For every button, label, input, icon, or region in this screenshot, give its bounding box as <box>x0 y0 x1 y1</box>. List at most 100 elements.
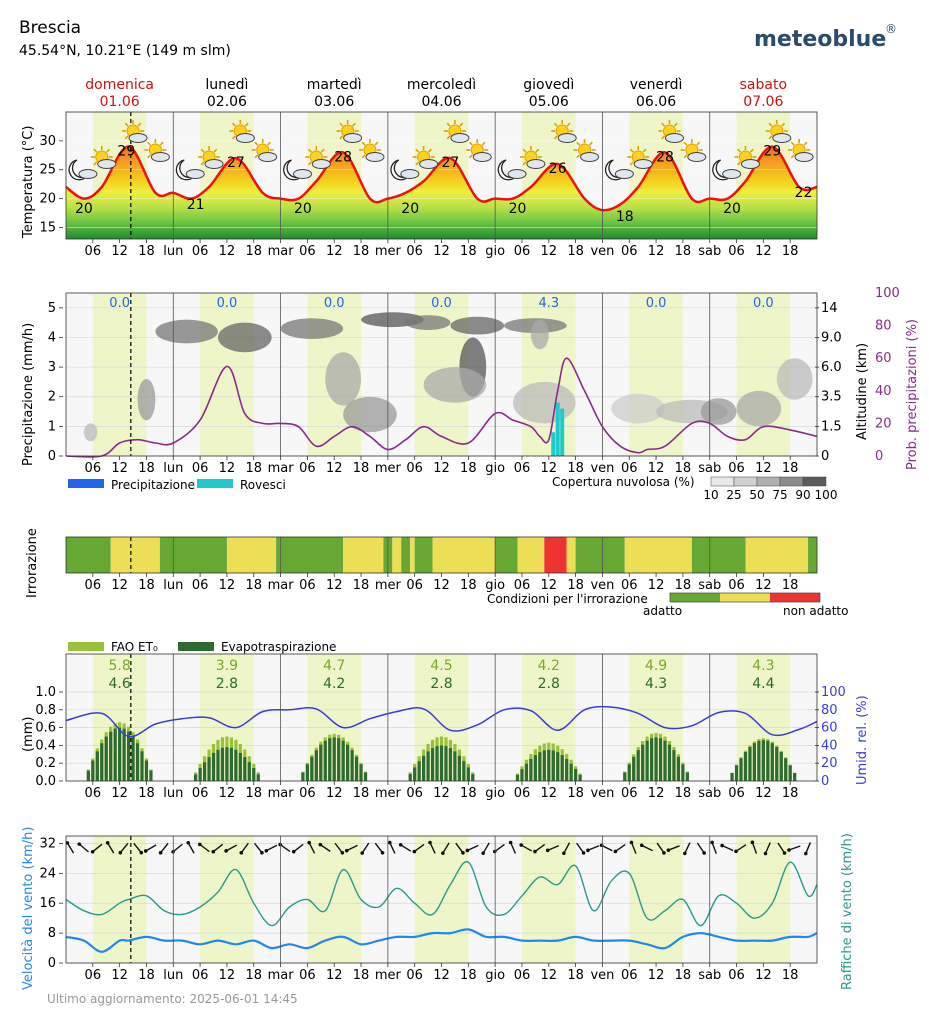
wind-direction-arrowhead <box>344 848 349 853</box>
precip-prob-tick-label: 0 <box>875 449 883 464</box>
sun-ray <box>468 141 473 146</box>
x-tick-label: 12 <box>541 578 558 593</box>
daylight-band <box>629 293 683 456</box>
x-tick-label: 18 <box>782 786 799 801</box>
x-tick-label: 06 <box>621 786 638 801</box>
day-name: mercoledì <box>407 77 476 93</box>
sun-ray <box>147 141 152 146</box>
x-tick-label: ven <box>590 244 614 259</box>
wind-direction-arrowhead <box>380 850 385 855</box>
wind-direction-arrow <box>805 842 811 854</box>
sun-cloud-icon <box>358 139 385 162</box>
moon-cloud <box>78 169 98 179</box>
x-tick-label: 18 <box>245 786 262 801</box>
wind-direction-arrowhead <box>662 851 666 855</box>
x-tick-label: 18 <box>782 461 799 476</box>
sun-ray <box>137 122 142 127</box>
sun-cloud-icon <box>229 120 255 143</box>
evapo-bar <box>529 758 533 781</box>
cloud-cover-patch <box>776 358 813 400</box>
x-tick-label: 18 <box>782 968 799 983</box>
evapotranspiration-panel: 5.8 4.6 3.9 2.8 4.7 4.2 4.5 2.8 4.2 2.8 4.9 4.3 4.3 4… <box>35 653 846 801</box>
wind-direction-arrowhead <box>264 848 269 853</box>
small-cloud <box>450 133 470 143</box>
wind-speed-axis-label: Velocità del vento (km/h) <box>21 827 36 990</box>
x-tick-label: 12 <box>219 244 236 259</box>
x-tick-label: 12 <box>111 968 128 983</box>
x-tick-label: 12 <box>326 578 343 593</box>
moon-cloud <box>185 169 205 179</box>
x-tick-label: 12 <box>755 578 772 593</box>
cloud-cover-patch <box>83 423 98 442</box>
irrigation-segment-good <box>414 537 433 573</box>
evapo-bar <box>95 751 99 781</box>
evapo-bar <box>194 774 198 781</box>
sun-ray <box>339 135 344 140</box>
wind-direction-arrowhead <box>461 851 465 855</box>
wind-direction-arrow <box>265 844 278 852</box>
small-cloud <box>204 159 224 169</box>
sun-ray <box>320 148 325 153</box>
irrigation-segment-medium <box>566 537 576 573</box>
x-tick-label: 12 <box>755 244 772 259</box>
sun-ray <box>124 135 129 140</box>
evapo-bar <box>788 765 792 781</box>
evapo-bar <box>448 748 453 781</box>
evapo-bar <box>641 744 645 781</box>
x-tick-label: 18 <box>353 786 370 801</box>
sun-ray <box>254 154 259 159</box>
wind-direction-arrowhead <box>710 840 714 845</box>
wind-y-tick-label: 0 <box>48 956 56 971</box>
x-tick-label: 18 <box>567 786 584 801</box>
sun-ray <box>661 135 666 140</box>
x-tick-label: 18 <box>675 578 692 593</box>
evapo-bar <box>547 749 551 781</box>
irrigation-segment-good <box>575 537 625 573</box>
evapo-bar <box>632 756 636 781</box>
wind-direction-arrow <box>78 843 89 853</box>
sun-cloud-icon <box>305 146 331 169</box>
x-tick-label: 06 <box>728 786 745 801</box>
evapo-bar <box>757 740 761 781</box>
evapo-bar <box>328 738 332 781</box>
evapo-bar <box>739 758 743 781</box>
temp-y-tick-label: 30 <box>39 134 56 149</box>
x-tick-label: 12 <box>219 786 236 801</box>
wind-direction-arrow <box>788 845 801 851</box>
wind-direction-arrowhead <box>639 843 644 848</box>
wind-direction-arrow <box>308 842 316 854</box>
x-tick-label: 12 <box>648 786 665 801</box>
x-tick-label: 12 <box>648 461 665 476</box>
x-tick-label: 18 <box>782 244 799 259</box>
fao-legend-label: FAO ET₀ <box>111 640 158 654</box>
small-cloud <box>128 133 148 143</box>
temp-max-label: 26 <box>549 161 567 177</box>
moon-cloud-icon <box>68 159 98 181</box>
x-tick-label: 12 <box>219 461 236 476</box>
x-tick-label: ven <box>590 461 614 476</box>
x-tick-label: 18 <box>567 461 584 476</box>
day-name: venerdì <box>630 77 683 93</box>
x-tick-label: mer <box>375 244 402 259</box>
evapo-bar <box>435 746 439 781</box>
evapo-bar <box>520 769 524 781</box>
irrigation-legend-bad <box>770 593 820 602</box>
day-date: 02.06 <box>207 94 247 110</box>
precip-y-tick-label: 1 <box>48 419 56 434</box>
x-tick-label: 18 <box>675 244 692 259</box>
evapo-bar <box>202 762 207 781</box>
wind-direction-arrow <box>334 842 343 854</box>
evapo-bar <box>775 746 779 781</box>
x-tick-label: gio <box>485 244 505 259</box>
evapo-bar <box>752 743 757 781</box>
evapo-bar <box>252 768 256 781</box>
evapo-bar <box>104 736 108 781</box>
daily-precip-total: 0.0 <box>324 296 345 311</box>
x-tick-label: mar <box>268 578 295 593</box>
sun-ray <box>468 154 473 159</box>
wind-direction-arrow <box>279 843 291 853</box>
irrigation-segment-medium <box>226 537 277 573</box>
sun-ray <box>576 141 581 146</box>
x-tick-label: 12 <box>111 578 128 593</box>
evapo-bar <box>216 749 220 781</box>
